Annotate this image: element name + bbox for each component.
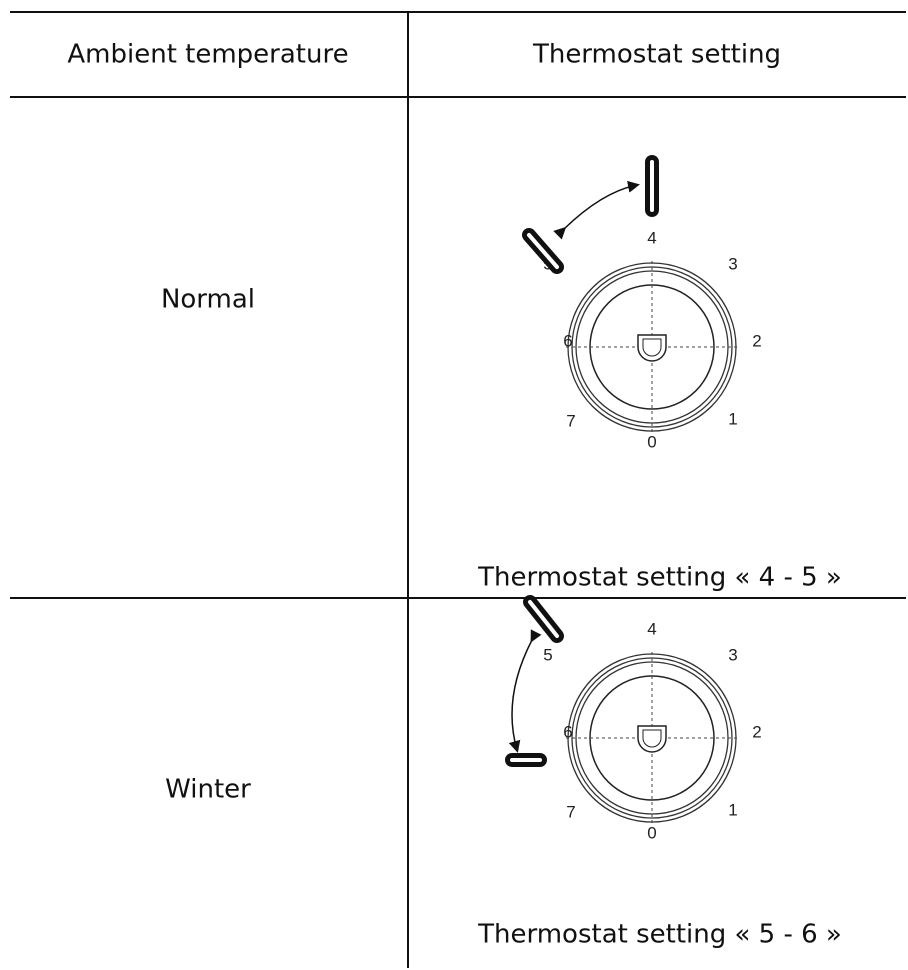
dial-number: 7 (566, 802, 575, 821)
dial-number: 0 (647, 432, 656, 451)
settings-table: Ambient temperature Thermostat setting N… (0, 0, 908, 970)
knob-inner (530, 602, 557, 636)
caption: Thermostat setting « 4 - 5 » (477, 563, 842, 593)
dial-number: 3 (728, 645, 737, 664)
dial-number: 1 (728, 409, 737, 428)
dial-number: 2 (752, 722, 761, 741)
page: Ambient temperature Thermostat setting N… (0, 0, 908, 970)
dial-number: 4 (647, 619, 656, 638)
dial-number: 5 (543, 645, 552, 664)
dial-number: 4 (647, 228, 656, 247)
dial-number: 6 (563, 722, 572, 741)
condition-label: Winter (165, 775, 251, 805)
caption: Thermostat setting « 5 - 6 » (477, 920, 842, 950)
column-header: Thermostat setting (532, 40, 781, 70)
condition-label: Normal (161, 285, 255, 315)
column-header: Ambient temperature (67, 40, 348, 70)
dial-number: 7 (566, 411, 575, 430)
dial-number: 6 (563, 331, 572, 350)
range-arrow (512, 640, 532, 750)
dial-number: 1 (728, 800, 737, 819)
dial-number: 2 (752, 331, 761, 350)
dial-number: 3 (728, 254, 737, 273)
dial-number: 0 (647, 823, 656, 842)
range-arrow (564, 185, 637, 229)
